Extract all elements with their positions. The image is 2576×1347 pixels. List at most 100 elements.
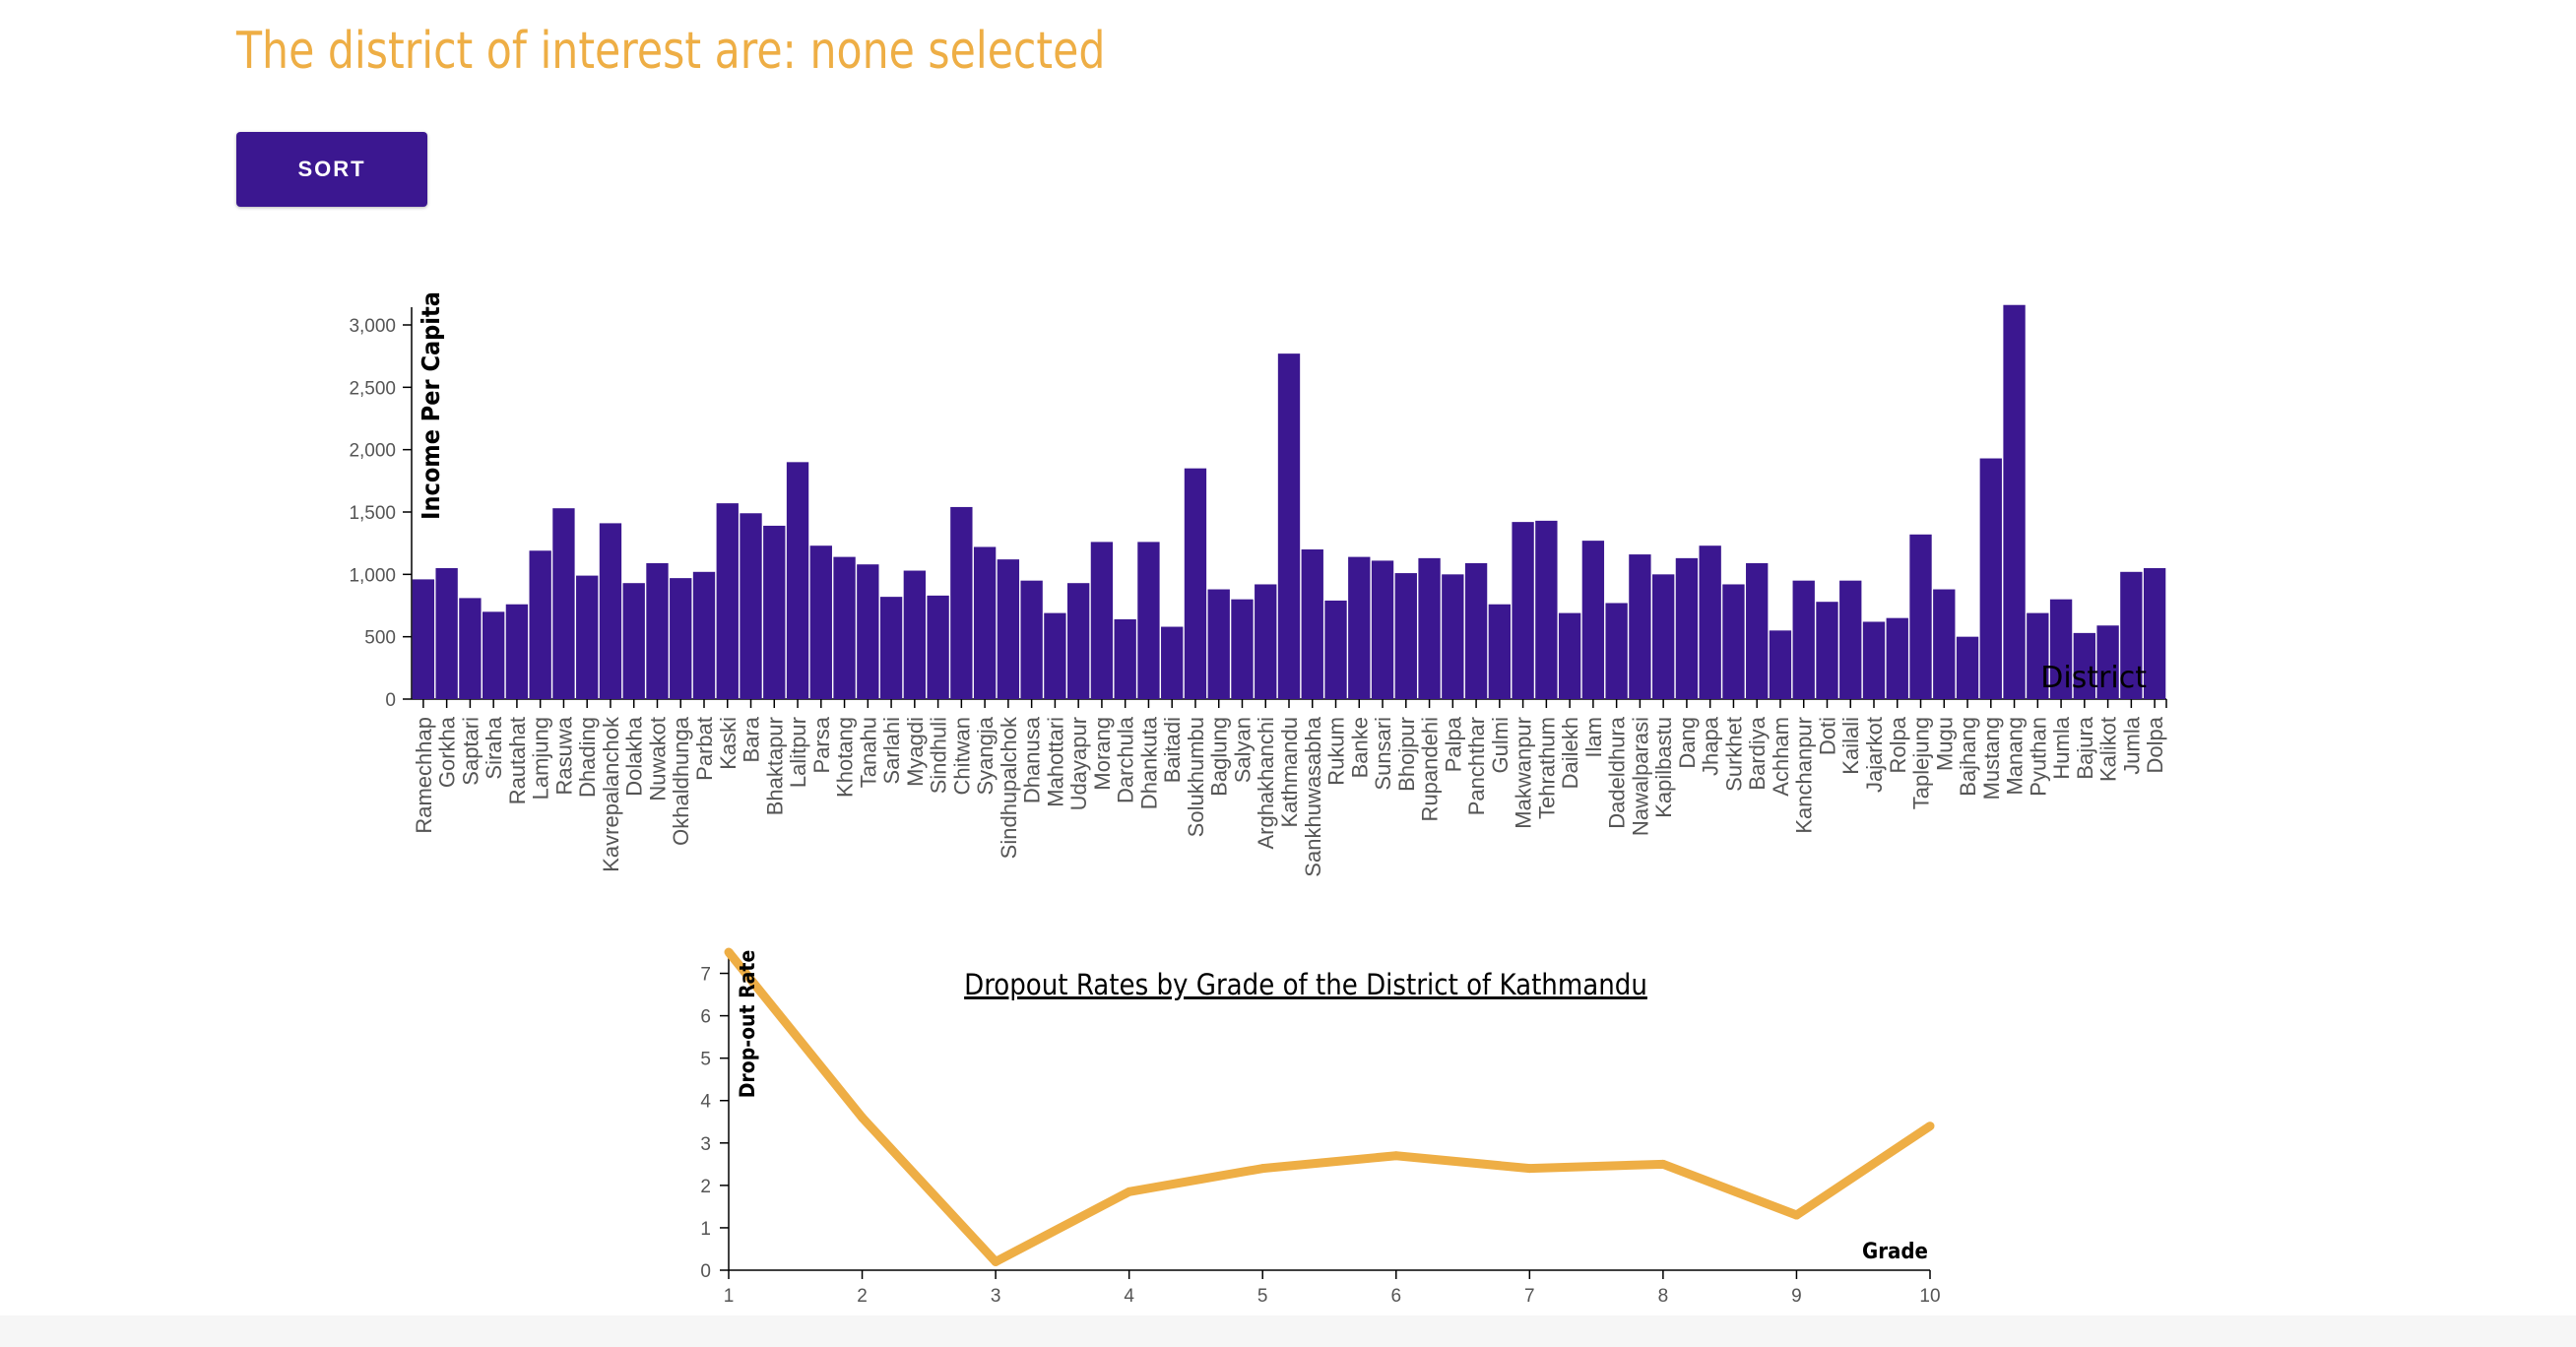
- bar-okhaldhunga: [670, 578, 692, 699]
- bar-darchula: [1114, 618, 1136, 699]
- x-tick-label: Dolakha: [622, 716, 647, 796]
- x-tick-label: 6: [1390, 1286, 1401, 1307]
- data-point-grade-1: [724, 947, 734, 957]
- y-tick-label: 1,500: [349, 503, 396, 524]
- income-bar-chart: 0 500 1,000 1,500 2,000 2,500 3,000 RamechhapGo…: [349, 291, 2167, 877]
- bar-mustang: [1979, 458, 2002, 699]
- x-tick-label: Sindhupalchok: [997, 716, 1021, 859]
- y-tick-label: 4: [700, 1092, 711, 1113]
- bar-mugu: [1933, 589, 1956, 699]
- x-tick-label: Mustang: [1979, 717, 2004, 800]
- x-tick-label: Okhaldhunga: [669, 716, 693, 846]
- bar-rolpa: [1886, 617, 1908, 699]
- y-tick-label: 2,500: [349, 378, 396, 399]
- y-axis-label: Income Per Capita: [417, 291, 445, 520]
- y-tick-label: 6: [700, 1007, 711, 1028]
- bar-jhapa: [1699, 545, 1721, 699]
- x-tick-label: Parbat: [692, 717, 717, 781]
- bar-lalitpur: [786, 462, 809, 699]
- x-tick-label: 4: [1124, 1286, 1134, 1307]
- x-tick-label: Sunsari: [1371, 717, 1395, 791]
- x-tick-label: Kalikot: [2096, 717, 2121, 782]
- x-tick-label: Udayapur: [1066, 717, 1091, 810]
- bar-kathmandu: [1277, 353, 1301, 699]
- x-tick-label: Siraha: [482, 716, 506, 779]
- bar-khotang: [833, 556, 856, 699]
- bar-rupandehi: [1418, 557, 1441, 699]
- bar-sindhuli: [927, 595, 949, 699]
- x-tick-label: Syangja: [973, 716, 998, 795]
- x-tick-label: Kavrepalanchok: [599, 716, 623, 872]
- bar-jajarkot: [1862, 621, 1886, 699]
- bar-banke: [1348, 556, 1371, 699]
- x-axis-label: Grade: [1862, 1240, 1928, 1264]
- page-footer-band: [0, 1315, 2576, 1347]
- bar-taplejung: [1909, 534, 1932, 699]
- bar-gorkha: [435, 568, 458, 699]
- x-tick-label: Dhading: [575, 717, 600, 798]
- bar-morang: [1090, 542, 1114, 699]
- bar-ilam: [1581, 541, 1605, 699]
- data-point-grade-10: [1925, 1122, 1935, 1131]
- bar-bajhang: [1956, 636, 1979, 699]
- x-tick-label: Surkhet: [1721, 717, 1746, 792]
- x-tick-label: Kanchanpur: [1792, 717, 1817, 834]
- x-tick-label: Ilam: [1581, 717, 1606, 758]
- x-tick-label: Sarlahi: [879, 717, 904, 784]
- bar-baglung: [1207, 589, 1230, 699]
- x-tick-label: Salyan: [1230, 717, 1255, 783]
- x-tick-label: Rupandehi: [1418, 717, 1443, 821]
- sort-button[interactable]: SORT: [236, 132, 427, 207]
- bar-solukhumbu: [1184, 468, 1207, 699]
- bar-achham: [1769, 630, 1792, 699]
- bar-panchthar: [1464, 562, 1488, 699]
- bar-parbat: [692, 571, 716, 699]
- x-tick-label: Baitadi: [1160, 717, 1185, 783]
- y-tick-label: 2: [700, 1177, 711, 1197]
- x-tick-label: Kathmandu: [1277, 717, 1302, 828]
- x-tick-label: Lalitpur: [786, 717, 810, 788]
- bar-jumla: [2120, 571, 2143, 699]
- x-tick-label: Lamjung: [529, 717, 553, 800]
- bar-dolpa: [2143, 568, 2166, 699]
- y-axis-label: Drop-out Rate: [736, 950, 759, 1099]
- bar-sankhuwasabha: [1301, 549, 1323, 699]
- x-tick-label: 9: [1791, 1286, 1802, 1307]
- bar-surkhet: [1722, 584, 1745, 699]
- bar-tanahu: [857, 564, 879, 699]
- x-tick-label: Jajarkot: [1862, 717, 1887, 793]
- bar-mahottari: [1044, 612, 1066, 699]
- data-point-grade-2: [858, 1113, 868, 1122]
- x-tick-label: Rolpa: [1886, 716, 1910, 773]
- bar-ramechhap: [412, 579, 435, 699]
- bar-doti: [1816, 602, 1838, 699]
- x-tick-label: Doti: [1815, 717, 1839, 755]
- bar-kaski: [716, 503, 739, 699]
- data-point-grade-9: [1791, 1210, 1801, 1220]
- y-tick-label: 3: [700, 1134, 711, 1155]
- line-chart-title: Dropout Rates by Grade of the District o…: [964, 968, 1647, 1001]
- y-tick-label: 500: [364, 628, 396, 649]
- bar-kalikot: [2096, 625, 2119, 699]
- bar-kailali: [1839, 580, 1862, 699]
- bar-saptari: [459, 598, 482, 699]
- x-tick-label: Tehrathum: [1534, 717, 1559, 819]
- bar-sarlahi: [879, 597, 903, 699]
- y-tick-label: 3,000: [349, 316, 396, 337]
- x-tick-label: Manang: [2003, 717, 2028, 796]
- x-tick-label: Nuwakot: [645, 717, 670, 802]
- x-tick-label: Parsa: [809, 716, 834, 773]
- x-tick-label: Morang: [1090, 717, 1115, 791]
- x-tick-label: 5: [1257, 1286, 1268, 1307]
- x-tick-label: Dadeldhura: [1605, 716, 1630, 829]
- bar-kanchanpur: [1792, 580, 1815, 699]
- data-point-grade-7: [1524, 1164, 1534, 1174]
- x-tick-label: Bajura: [2073, 716, 2097, 779]
- x-tick-label: Dang: [1675, 717, 1700, 769]
- x-tick-label: Sindhuli: [927, 717, 951, 794]
- x-tick-label: Baglung: [1207, 717, 1232, 797]
- x-tick-label: 10: [1919, 1286, 1940, 1307]
- x-tick-label: Rukum: [1324, 717, 1349, 786]
- x-tick-label: Jhapa: [1699, 716, 1723, 776]
